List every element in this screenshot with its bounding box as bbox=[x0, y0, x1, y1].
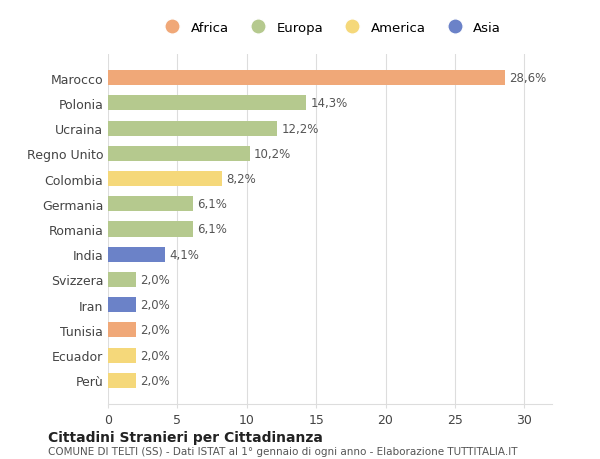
Legend: Africa, Europa, America, Asia: Africa, Europa, America, Asia bbox=[154, 17, 506, 40]
Bar bbox=[108, 323, 136, 338]
Bar bbox=[108, 96, 307, 111]
Bar bbox=[108, 222, 193, 237]
Text: 2,0%: 2,0% bbox=[140, 274, 170, 286]
Bar bbox=[108, 121, 277, 136]
Bar bbox=[108, 197, 193, 212]
Text: 2,0%: 2,0% bbox=[140, 324, 170, 336]
Bar bbox=[108, 247, 165, 262]
Text: 6,1%: 6,1% bbox=[197, 198, 227, 211]
Text: 8,2%: 8,2% bbox=[226, 173, 256, 185]
Text: 4,1%: 4,1% bbox=[169, 248, 199, 261]
Bar bbox=[108, 348, 136, 363]
Text: Cittadini Stranieri per Cittadinanza: Cittadini Stranieri per Cittadinanza bbox=[48, 430, 323, 444]
Text: 14,3%: 14,3% bbox=[311, 97, 348, 110]
Text: 28,6%: 28,6% bbox=[509, 72, 546, 85]
Bar bbox=[108, 71, 505, 86]
Text: 10,2%: 10,2% bbox=[254, 147, 291, 161]
Text: 2,0%: 2,0% bbox=[140, 349, 170, 362]
Bar bbox=[108, 172, 222, 187]
Text: 6,1%: 6,1% bbox=[197, 223, 227, 236]
Bar bbox=[108, 373, 136, 388]
Text: 2,0%: 2,0% bbox=[140, 374, 170, 387]
Text: COMUNE DI TELTI (SS) - Dati ISTAT al 1° gennaio di ogni anno - Elaborazione TUTT: COMUNE DI TELTI (SS) - Dati ISTAT al 1° … bbox=[48, 447, 517, 456]
Text: 2,0%: 2,0% bbox=[140, 298, 170, 312]
Text: 12,2%: 12,2% bbox=[281, 123, 319, 135]
Bar bbox=[108, 146, 250, 162]
Bar bbox=[108, 272, 136, 287]
Bar bbox=[108, 297, 136, 313]
